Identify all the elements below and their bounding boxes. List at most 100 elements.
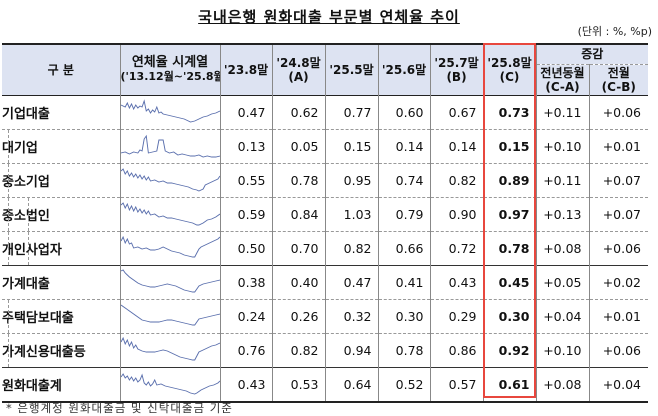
- table-row: 기업대출 0.47 0.62 0.77 0.60 0.67 0.73 +0.11 +0.06: [2, 94, 648, 129]
- value-cell: 0.53: [271, 366, 326, 403]
- sparkline-chart: [119, 196, 221, 231]
- delinquency-table: 구 분 연체율 시계열 ('13.12월~'25.8월) '23.8말 '24.8…: [2, 43, 648, 403]
- yoy-change-cell: +0.04: [535, 298, 590, 333]
- value-cell: 0.57: [429, 366, 484, 403]
- value-cell: 0.26: [271, 298, 326, 333]
- mom-change-cell: +0.06: [588, 230, 648, 265]
- header-category: 구 분: [2, 43, 121, 95]
- row-label: 주택담보대출: [2, 298, 121, 333]
- header-2025-08: '25.8말 (C): [482, 43, 537, 95]
- value-cell: 0.13: [219, 128, 273, 163]
- header-change: 증감: [535, 43, 648, 64]
- yoy-change-cell: +0.05: [535, 264, 590, 299]
- table-row: 원화대출계 0.43 0.53 0.64 0.52 0.57 0.61 +0.08 +0.04: [2, 366, 648, 403]
- sparkline-chart: [119, 366, 221, 403]
- table-row: 가계신용대출등 0.76 0.82 0.94 0.78 0.86 0.92 +0.10 +0.0…: [2, 332, 648, 367]
- mom-change-cell: +0.06: [588, 94, 648, 129]
- mom-change-cell: +0.02: [588, 264, 648, 299]
- unit-label: (단위 : %, %p): [577, 25, 652, 38]
- value-current: 0.15: [482, 128, 537, 163]
- value-cell: 0.62: [271, 94, 326, 129]
- value-cell: 0.84: [271, 196, 326, 231]
- sparkline-chart: [119, 230, 221, 265]
- value-cell: 0.40: [271, 264, 326, 299]
- value-cell: 0.82: [429, 162, 484, 197]
- value-cell: 0.15: [324, 128, 379, 163]
- value-cell: 0.29: [429, 298, 484, 333]
- value-cell: 0.59: [219, 196, 273, 231]
- value-cell: 0.14: [429, 128, 484, 163]
- mom-change-cell: +0.06: [588, 332, 648, 367]
- value-cell: 0.86: [429, 332, 484, 367]
- value-cell: 0.94: [324, 332, 379, 367]
- value-cell: 0.41: [377, 264, 431, 299]
- table-row: 중소기업 0.55 0.78 0.95 0.74 0.82 0.89 +0.11 +0.07: [2, 162, 648, 197]
- value-cell: 0.32: [324, 298, 379, 333]
- row-label: 중소기업: [2, 162, 121, 197]
- value-current: 0.61: [482, 366, 537, 403]
- header-2025-06: '25.6말: [377, 43, 431, 95]
- row-label: 대기업: [2, 128, 121, 163]
- value-cell: 0.64: [324, 366, 379, 403]
- row-label: 기업대출: [2, 94, 121, 129]
- value-cell: 0.77: [324, 94, 379, 129]
- sparkline-chart: [119, 332, 221, 367]
- row-label: 가계신용대출등: [2, 332, 121, 367]
- table-row: 대기업 0.13 0.05 0.15 0.14 0.14 0.15 +0.10 +0.01: [2, 128, 648, 163]
- yoy-change-cell: +0.10: [535, 128, 590, 163]
- sparkline-chart: [119, 94, 221, 129]
- value-cell: 0.05: [271, 128, 326, 163]
- value-cell: 0.60: [377, 94, 431, 129]
- value-cell: 0.43: [429, 264, 484, 299]
- value-cell: 0.66: [377, 230, 431, 265]
- value-current: 0.45: [482, 264, 537, 299]
- table-row: 개인사업자 0.50 0.70 0.82 0.66 0.72 0.78 +0.08 +0.06: [2, 230, 648, 265]
- value-cell: 0.70: [271, 230, 326, 265]
- value-cell: 0.47: [219, 94, 273, 129]
- value-cell: 0.55: [219, 162, 273, 197]
- value-current: 0.78: [482, 230, 537, 265]
- value-cell: 0.43: [219, 366, 273, 403]
- mom-change-cell: +0.01: [588, 128, 648, 163]
- mom-change-cell: +0.01: [588, 298, 648, 333]
- header-yoy: 전년동월 (C-A): [535, 63, 590, 95]
- value-cell: 0.52: [377, 366, 431, 403]
- yoy-change-cell: +0.08: [535, 230, 590, 265]
- yoy-change-cell: +0.10: [535, 332, 590, 367]
- page-title: 국내은행 원화대출 부문별 연체율 추이: [198, 8, 460, 26]
- footnote: * 은행계정 원화대출금 및 신탁대출금 기준: [6, 401, 233, 415]
- value-current: 0.92: [482, 332, 537, 367]
- header-series: 연체율 시계열 ('13.12월~'25.8월): [119, 43, 221, 95]
- table-row: 가계대출 0.38 0.40 0.47 0.41 0.43 0.45 +0.05 +0.02: [2, 264, 648, 299]
- value-cell: 0.38: [219, 264, 273, 299]
- yoy-change-cell: +0.11: [535, 94, 590, 129]
- value-cell: 0.50: [219, 230, 273, 265]
- header-2025-05: '25.5말: [324, 43, 379, 95]
- value-cell: 0.72: [429, 230, 484, 265]
- header-2025-07: '25.7말 (B): [429, 43, 484, 95]
- value-current: 0.30: [482, 298, 537, 333]
- value-cell: 0.76: [219, 332, 273, 367]
- value-cell: 0.78: [271, 162, 326, 197]
- value-cell: 0.78: [377, 332, 431, 367]
- value-cell: 0.82: [324, 230, 379, 265]
- value-cell: 0.24: [219, 298, 273, 333]
- yoy-change-cell: +0.11: [535, 162, 590, 197]
- header-mom: 전월 (C-B): [588, 63, 648, 95]
- value-cell: 1.03: [324, 196, 379, 231]
- sparkline-chart: [119, 298, 221, 333]
- value-current: 0.73: [482, 94, 537, 129]
- yoy-change-cell: +0.08: [535, 366, 590, 403]
- table-row: 중소법인 0.59 0.84 1.03 0.79 0.90 0.97 +0.13 +0.07: [2, 196, 648, 231]
- row-label: 원화대출계: [2, 366, 121, 403]
- value-current: 0.97: [482, 196, 537, 231]
- value-cell: 0.79: [377, 196, 431, 231]
- sparkline-chart: [119, 162, 221, 197]
- value-cell: 0.47: [324, 264, 379, 299]
- sparkline-chart: [119, 264, 221, 299]
- header-2023-08: '23.8말: [219, 43, 273, 95]
- value-cell: 0.95: [324, 162, 379, 197]
- table-row: 주택담보대출 0.24 0.26 0.32 0.30 0.29 0.30 +0.04 +0.01: [2, 298, 648, 333]
- header-2024-08: '24.8말 (A): [271, 43, 326, 95]
- mom-change-cell: +0.07: [588, 162, 648, 197]
